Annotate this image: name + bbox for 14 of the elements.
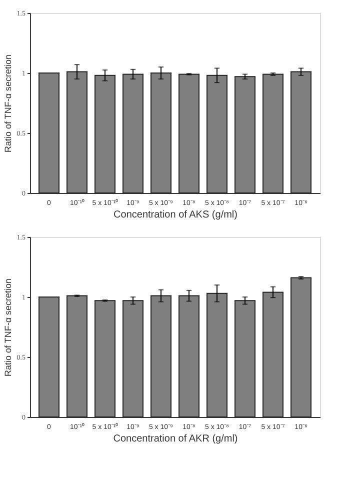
bar bbox=[178, 295, 200, 418]
bar bbox=[150, 295, 172, 418]
x-axis-title: Concentration of AKR (g/ml) bbox=[113, 434, 238, 444]
y-axis-title: Ratio of TNF-α secretion bbox=[2, 278, 13, 377]
x-axis-title: Concentration of AKS (g/ml) bbox=[114, 210, 238, 220]
bar bbox=[94, 300, 116, 418]
bar bbox=[234, 300, 256, 418]
bar bbox=[290, 277, 312, 418]
y-axis-title: Ratio of TNF-α secretion bbox=[2, 54, 13, 153]
bar bbox=[262, 292, 284, 418]
bar bbox=[38, 296, 60, 418]
bar bbox=[206, 292, 228, 418]
bar bbox=[66, 295, 88, 418]
bar bbox=[122, 300, 144, 418]
